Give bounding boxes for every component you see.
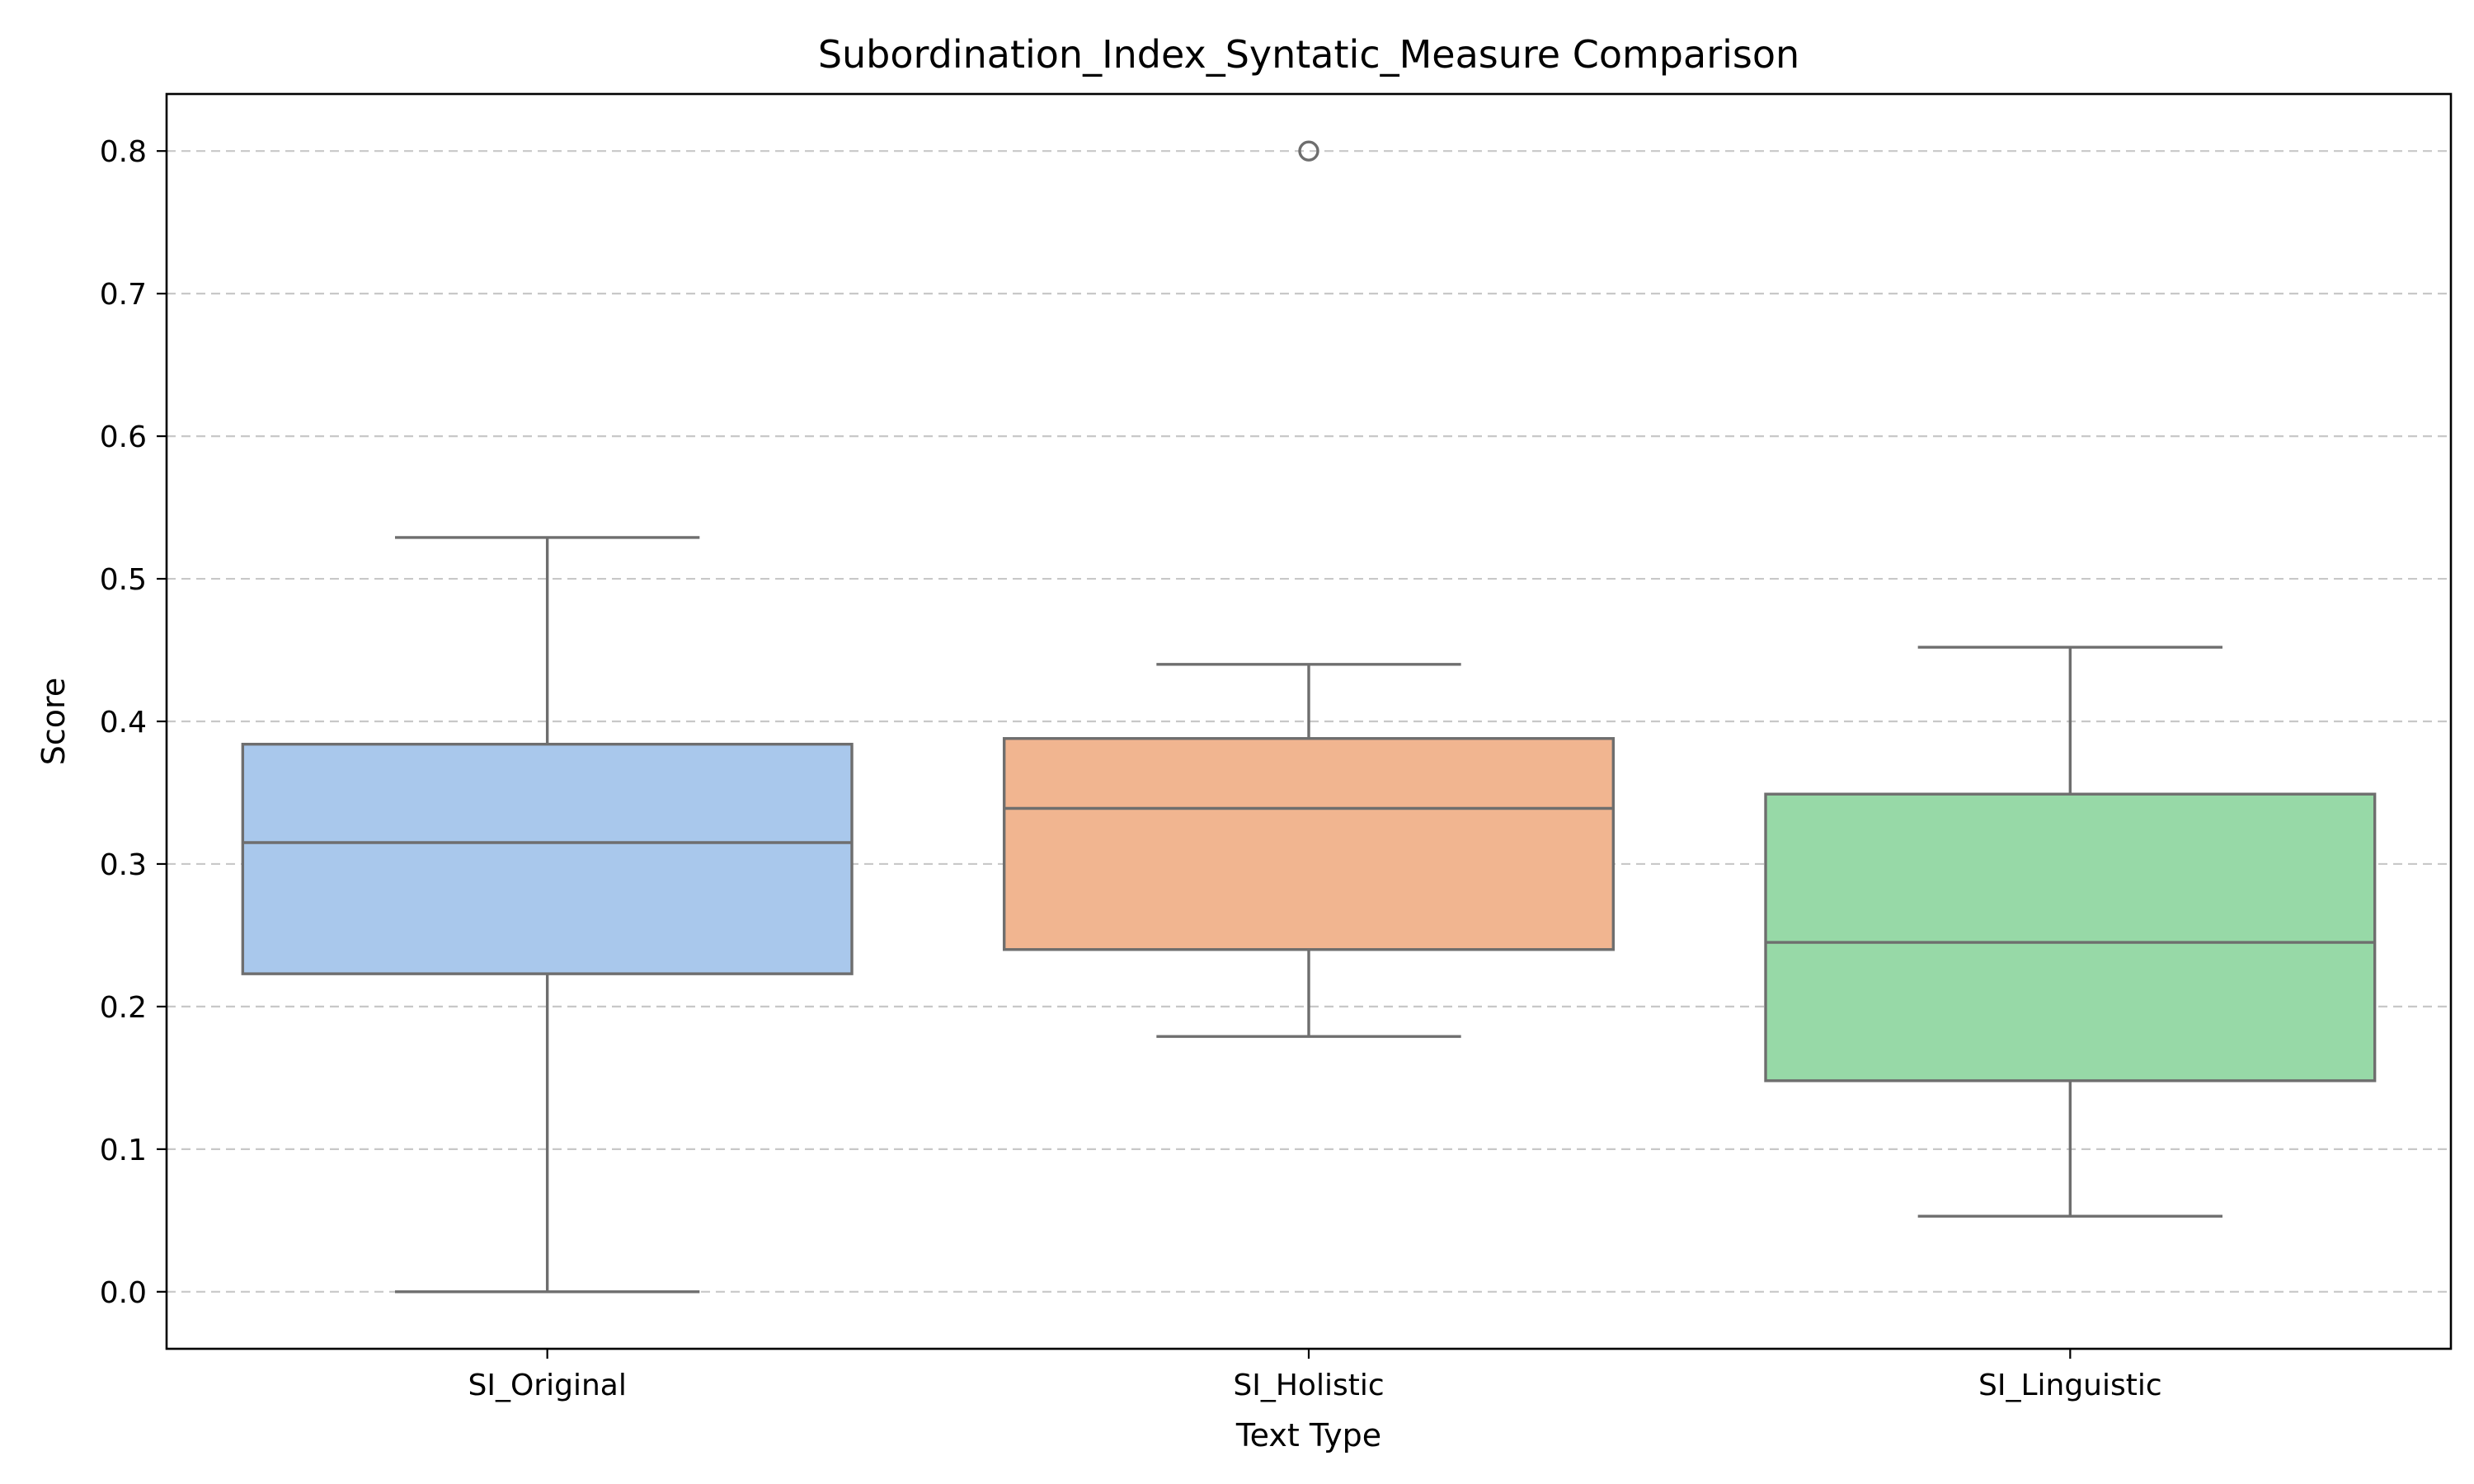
y-tick-label: 0.6 [100,420,147,454]
box-iqr [1002,737,1616,951]
y-tick-label: 0.2 [100,991,147,1025]
y-axis-ticks: 0.0 0.1 0.2 0.3 0.4 0.5 0.6 0.7 0.8 [100,135,167,1310]
x-tick-label: SI_Linguistic [1978,1369,2162,1402]
box-iqr [241,742,854,975]
y-tick-label: 0.7 [100,278,147,312]
box-group [1764,646,2377,1218]
y-tick-label: 0.3 [100,848,147,882]
box-series [241,140,2377,1294]
box-iqr [1764,792,2377,1082]
y-tick-label: 0.1 [100,1134,147,1167]
x-axis-ticks: SI_Original SI_Holistic SI_Linguistic [468,1349,2162,1402]
y-tick-label: 0.0 [100,1276,147,1310]
y-tick-label: 0.8 [100,135,147,169]
x-tick-label: SI_Original [468,1369,626,1402]
box-group [1002,140,1616,1038]
y-axis-label: Score [35,678,72,765]
y-tick-label: 0.4 [100,706,147,740]
box-group [241,536,854,1294]
chart-title: Subordination_Index_Syntatic_Measure Com… [818,32,1799,77]
x-tick-label: SI_Holistic [1233,1369,1384,1402]
x-axis-label: Text Type [1235,1417,1381,1453]
outlier-point [1298,140,1319,162]
y-tick-label: 0.5 [100,563,147,597]
